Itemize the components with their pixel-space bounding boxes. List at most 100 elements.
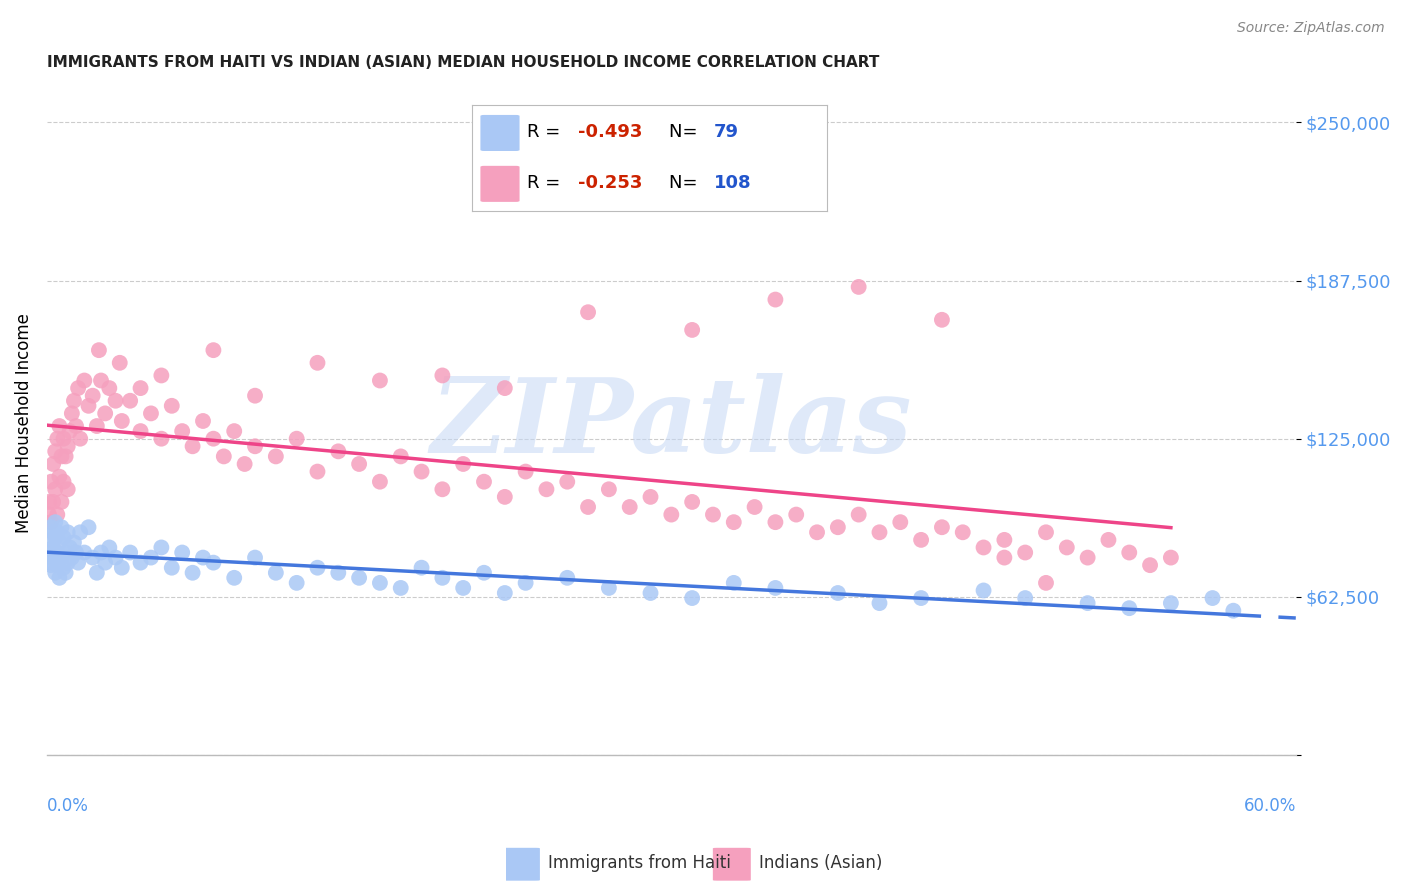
Point bbox=[52, 475, 75, 489]
Point bbox=[77, 520, 100, 534]
Point bbox=[160, 560, 183, 574]
Point bbox=[59, 424, 82, 438]
Point bbox=[46, 432, 69, 446]
Text: 60.0%: 60.0% bbox=[1243, 797, 1296, 814]
Point bbox=[598, 581, 620, 595]
Point bbox=[307, 465, 329, 479]
Point bbox=[328, 444, 350, 458]
Point bbox=[451, 457, 474, 471]
Point bbox=[44, 483, 66, 497]
Point bbox=[723, 575, 745, 590]
Point bbox=[1139, 558, 1161, 573]
Point bbox=[120, 545, 142, 559]
Point bbox=[598, 483, 620, 497]
Point bbox=[264, 566, 287, 580]
Point bbox=[42, 457, 65, 471]
Point bbox=[869, 525, 891, 540]
Point bbox=[55, 545, 77, 559]
Point bbox=[1014, 591, 1036, 605]
Point bbox=[90, 545, 112, 559]
Point bbox=[51, 450, 73, 464]
Point bbox=[129, 424, 152, 438]
Point bbox=[82, 389, 104, 403]
Point bbox=[191, 414, 214, 428]
Point bbox=[681, 323, 703, 337]
Point bbox=[243, 439, 266, 453]
Point bbox=[46, 508, 69, 522]
Point bbox=[494, 381, 516, 395]
Point bbox=[472, 475, 495, 489]
Point bbox=[39, 520, 62, 534]
Point bbox=[150, 368, 173, 383]
Point bbox=[555, 571, 578, 585]
Point bbox=[307, 560, 329, 574]
Text: Source: ZipAtlas.com: Source: ZipAtlas.com bbox=[1237, 21, 1385, 35]
Point bbox=[432, 483, 454, 497]
Point bbox=[212, 450, 235, 464]
Point bbox=[48, 535, 70, 549]
Point bbox=[763, 581, 786, 595]
Point bbox=[993, 533, 1015, 547]
Point bbox=[785, 508, 807, 522]
Point bbox=[39, 475, 62, 489]
Point bbox=[347, 457, 370, 471]
Point bbox=[1222, 604, 1244, 618]
Point bbox=[368, 374, 391, 388]
Point bbox=[763, 293, 786, 307]
Point bbox=[63, 535, 86, 549]
Point bbox=[472, 566, 495, 580]
Point bbox=[108, 356, 131, 370]
Point bbox=[38, 508, 60, 522]
Point bbox=[77, 399, 100, 413]
Point bbox=[94, 406, 117, 420]
Point bbox=[1097, 533, 1119, 547]
Point bbox=[42, 495, 65, 509]
Point bbox=[42, 541, 65, 555]
Point bbox=[104, 393, 127, 408]
Text: 0.0%: 0.0% bbox=[46, 797, 89, 814]
Point bbox=[60, 406, 83, 420]
Point bbox=[69, 432, 91, 446]
Point bbox=[640, 490, 662, 504]
Point bbox=[56, 525, 79, 540]
Point bbox=[69, 525, 91, 540]
Point bbox=[129, 556, 152, 570]
Point bbox=[111, 560, 134, 574]
Point bbox=[515, 465, 537, 479]
Point bbox=[86, 566, 108, 580]
Point bbox=[576, 305, 599, 319]
Point bbox=[640, 586, 662, 600]
Point bbox=[993, 550, 1015, 565]
Text: ZIPatlas: ZIPatlas bbox=[430, 373, 912, 475]
Point bbox=[848, 280, 870, 294]
Point bbox=[44, 566, 66, 580]
Point bbox=[848, 508, 870, 522]
Point bbox=[181, 439, 204, 453]
Point bbox=[42, 525, 65, 540]
Point bbox=[52, 560, 75, 574]
Point bbox=[659, 508, 682, 522]
Point bbox=[1077, 596, 1099, 610]
Point bbox=[368, 575, 391, 590]
Point bbox=[46, 545, 69, 559]
Point bbox=[73, 374, 96, 388]
Point bbox=[1014, 545, 1036, 559]
Point bbox=[432, 368, 454, 383]
Point bbox=[39, 515, 62, 529]
Point bbox=[307, 356, 329, 370]
Point bbox=[952, 525, 974, 540]
Point bbox=[51, 550, 73, 565]
Point bbox=[59, 541, 82, 555]
Point bbox=[681, 495, 703, 509]
Point bbox=[65, 419, 87, 434]
Point bbox=[1077, 550, 1099, 565]
Point bbox=[38, 495, 60, 509]
Point bbox=[67, 556, 90, 570]
Point bbox=[1035, 575, 1057, 590]
Point bbox=[44, 515, 66, 529]
Point bbox=[48, 419, 70, 434]
Point bbox=[432, 571, 454, 585]
Point bbox=[536, 483, 558, 497]
Point bbox=[806, 525, 828, 540]
Point bbox=[129, 381, 152, 395]
